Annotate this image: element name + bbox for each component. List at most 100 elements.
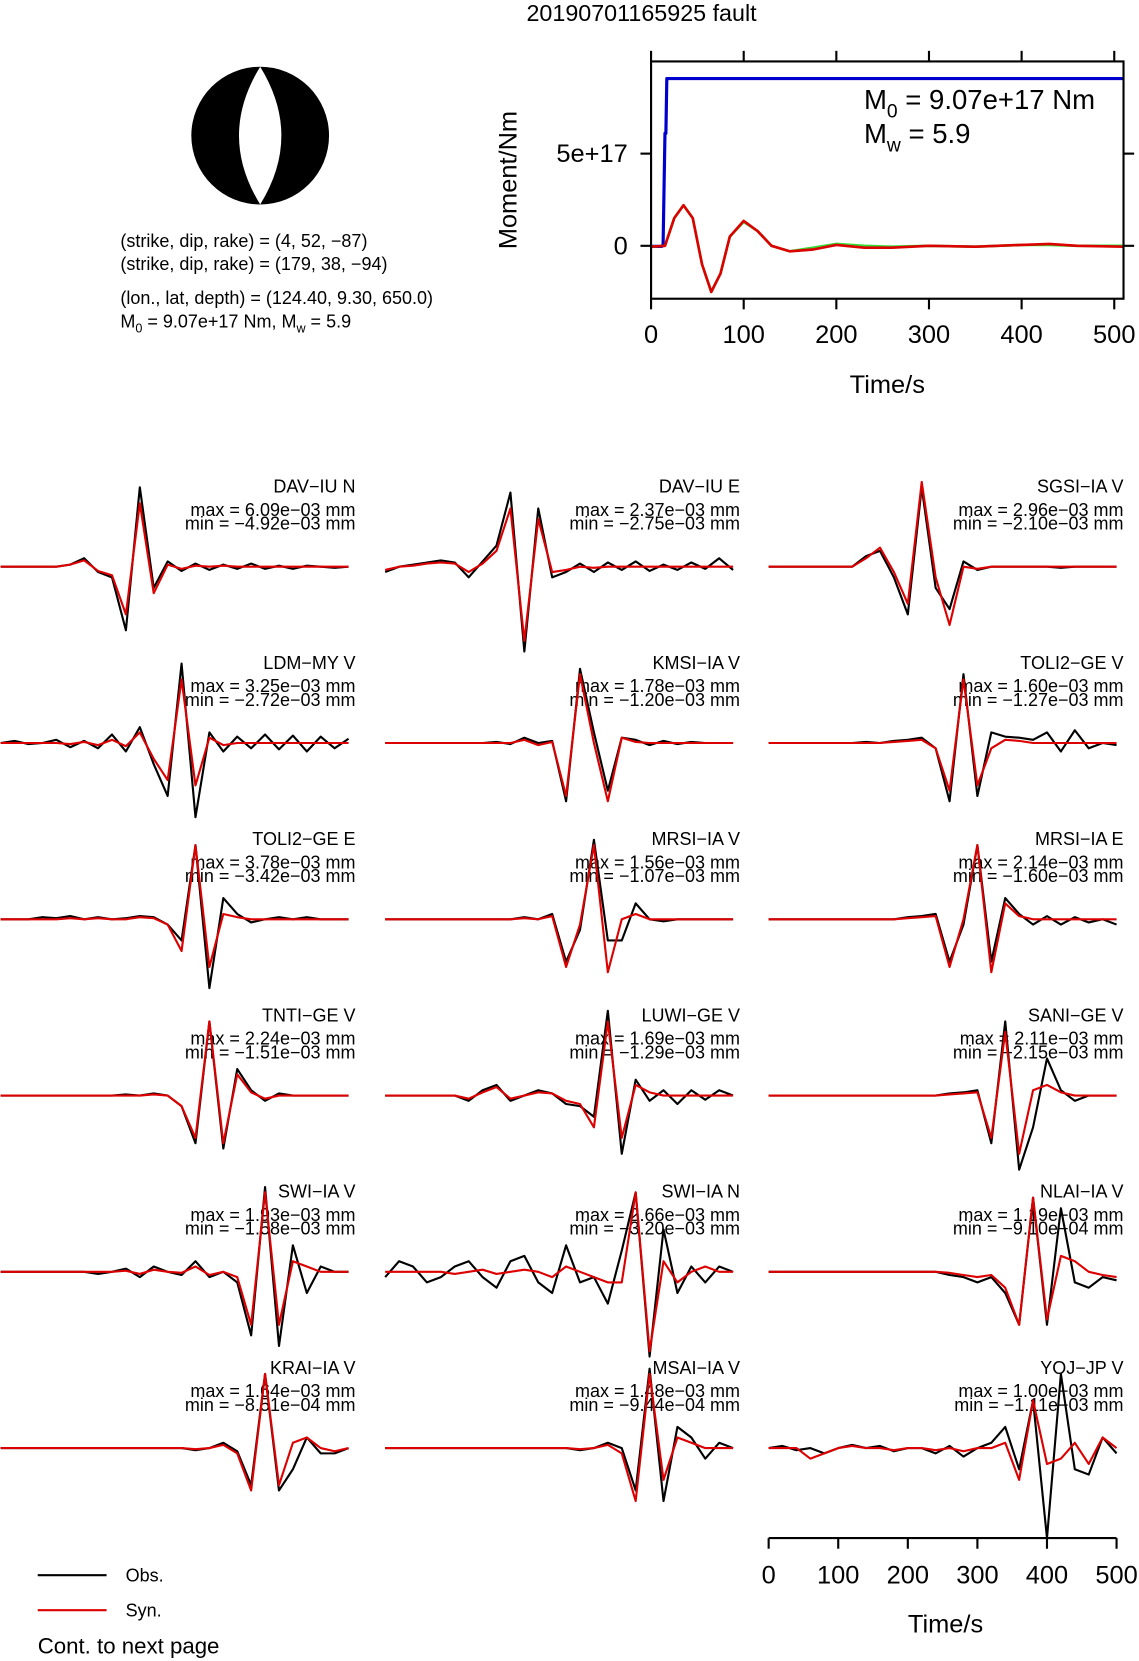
max-label: max = 1.00e−03 mm — [958, 1381, 1123, 1401]
synthetic-trace — [385, 1372, 734, 1503]
max-label: max = 2.11e−03 mm — [960, 1029, 1124, 1049]
station-label: MRSI−IA V — [652, 829, 741, 849]
x-tick-label: 400 — [1026, 1562, 1068, 1590]
min-label: min = −1.51e−03 mm — [185, 1042, 356, 1062]
text-part: M — [120, 311, 135, 331]
x-tick-label: 300 — [956, 1562, 998, 1590]
station-label: TOLI2−GE E — [252, 829, 355, 849]
x-axis-label: Time/s — [908, 1610, 983, 1638]
station-label: DAV−IU E — [659, 477, 740, 497]
max-label: max = 1.19e−03 mm — [958, 1205, 1123, 1225]
x-tick-label: 100 — [817, 1562, 859, 1590]
station-label: LDM−MY V — [263, 653, 355, 673]
station-label: KMSI−IA V — [653, 653, 741, 673]
max-label: max = 2.96e−03 mm — [958, 500, 1123, 520]
text-part: = 9.07e+17 Nm — [898, 84, 1095, 115]
min-label: min = −3.42e−03 mm — [185, 866, 356, 886]
max-label: max = 1.78e−03 mm — [575, 676, 740, 696]
subscript: w — [886, 135, 901, 156]
station-label: SWI−IA V — [278, 1182, 356, 1202]
observed-trace — [384, 491, 734, 653]
text-part: M — [864, 118, 887, 149]
text-part: = 5.9 — [901, 118, 971, 149]
info-line: (lon., lat, depth) = (124.40, 9.30, 650.… — [120, 288, 433, 308]
x-tick-label: 400 — [1000, 321, 1042, 349]
synthetic-trace — [768, 1030, 1117, 1155]
info-line: (strike, dip, rake) = (4, 52, −87) — [120, 231, 367, 251]
synthetic-trace — [768, 844, 1117, 974]
legend-label: Obs. — [126, 1566, 164, 1586]
y-tick-label: 0 — [614, 232, 628, 260]
moment-line — [650, 203, 1124, 294]
station-label: LUWI−GE V — [642, 1005, 741, 1025]
y-axis-label: Moment/Nm — [495, 111, 523, 249]
max-label: max = 1.60e−03 mm — [958, 676, 1123, 696]
min-label: min = −9.10e−04 mm — [953, 1219, 1124, 1239]
plot-frame — [650, 60, 1125, 300]
max-label: max = 1.93e−03 mm — [190, 1205, 355, 1225]
max-label: max = 2.24e−03 mm — [190, 1029, 355, 1049]
min-label: min = −3.20e−03 mm — [569, 1219, 740, 1239]
subscript: w — [295, 322, 306, 336]
synthetic-trace — [0, 1020, 349, 1145]
min-label: min = −8.51e−04 mm — [185, 1395, 356, 1415]
station-label: NLAI−IA V — [1040, 1182, 1124, 1202]
synthetic-trace — [385, 1191, 734, 1353]
synthetic-trace — [385, 1020, 734, 1139]
x-tick-label: 200 — [815, 321, 857, 349]
station-label: KRAI−IA V — [270, 1358, 356, 1378]
text-part: = 9.07e+17 Nm, M — [142, 311, 296, 331]
min-label: min = −1.07e−03 mm — [569, 866, 740, 886]
synthetic-trace — [384, 507, 734, 642]
synthetic-trace — [0, 678, 349, 787]
min-label: min = −9.44e−04 mm — [569, 1395, 740, 1415]
beachball-lens — [238, 66, 282, 205]
min-label: min = −2.72e−03 mm — [185, 690, 356, 710]
min-label: min = −1.60e−03 mm — [953, 866, 1124, 886]
station-label: TNTI−GE V — [262, 1005, 356, 1025]
min-label: min = −1.20e−03 mm — [569, 690, 740, 710]
max-label: max = 2.66e−03 mm — [575, 1205, 740, 1225]
max-label: max = 1.56e−03 mm — [575, 852, 740, 872]
min-label: min = −2.10e−03 mm — [953, 514, 1124, 534]
x-tick-label: 300 — [908, 321, 950, 349]
synthetic-trace — [0, 502, 349, 616]
text-part: M — [864, 84, 887, 115]
synthetic-trace — [0, 1372, 349, 1492]
station-label: SANI−GE V — [1028, 1005, 1124, 1025]
text-part: = 5.9 — [306, 311, 352, 331]
synthetic-trace — [385, 673, 734, 803]
moment-annotation: M0 = 9.07e+17 Nm — [864, 84, 1095, 122]
moment-annotation: Mw = 5.9 — [864, 118, 971, 156]
x-axis-label: Time/s — [850, 371, 925, 399]
max-label: max = 3.25e−03 mm — [190, 676, 355, 696]
synthetic-trace — [768, 1399, 1118, 1481]
x-tick-label: 500 — [1093, 321, 1135, 349]
max-label: max = 2.37e−03 mm — [575, 500, 740, 520]
min-label: min = −4.92e−03 mm — [185, 514, 356, 534]
min-label: min = −1.27e−03 mm — [953, 690, 1124, 710]
min-label: min = −1.58e−03 mm — [185, 1219, 356, 1239]
x-tick-label: 0 — [762, 1562, 776, 1590]
max-label: max = 6.09e−03 mm — [190, 500, 355, 520]
synthetic-trace — [0, 1191, 349, 1326]
station-label: DAV−IU N — [273, 477, 355, 497]
max-label: max = 2.14e−03 mm — [958, 852, 1123, 872]
synthetic-trace — [385, 844, 734, 974]
min-label: min = −2.75e−03 mm — [569, 514, 740, 534]
min-label: min = −2.15e−03 mm — [953, 1042, 1124, 1062]
station-label: MRSI−IA E — [1035, 829, 1124, 849]
max-label: max = 1.69e−03 mm — [575, 1029, 740, 1049]
subscript: 0 — [887, 101, 898, 122]
footer: Cont. to next page — [38, 1634, 220, 1659]
max-label: max = 1.64e−03 mm — [190, 1381, 355, 1401]
synthetic-trace — [768, 480, 1117, 627]
info-line: (strike, dip, rake) = (179, 38, −94) — [120, 254, 387, 274]
page-title: 20190701165925 fault — [526, 0, 757, 26]
max-label: max = 1.48e−03 mm — [575, 1381, 740, 1401]
synthetic-trace — [768, 1196, 1117, 1326]
station-label: SGSI−IA V — [1037, 477, 1124, 497]
min-label: min = −1.11e−03 mm — [954, 1395, 1123, 1415]
observed-trace — [384, 1191, 734, 1358]
